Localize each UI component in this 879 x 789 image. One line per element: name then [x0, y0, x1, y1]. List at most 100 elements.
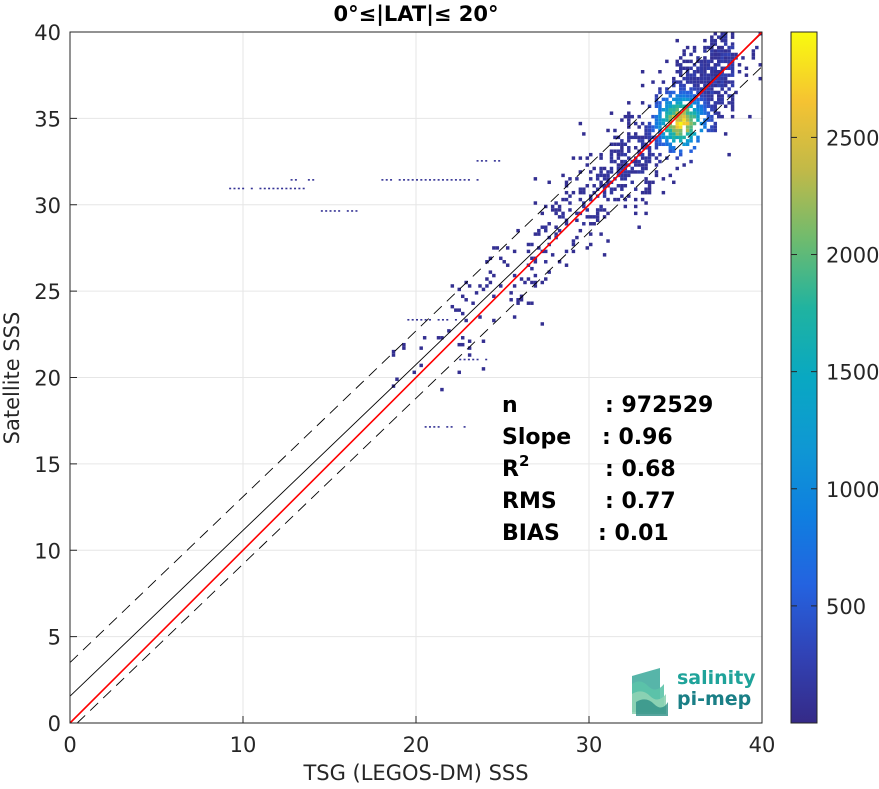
density-cell: [692, 80, 697, 84]
density-cell: [637, 170, 641, 174]
density-cell: [627, 170, 631, 174]
outlier-cell: [450, 426, 453, 428]
density-cell: [485, 277, 489, 281]
colorbar-tick-label: 2000: [826, 244, 879, 268]
density-cell: [623, 204, 628, 209]
density-cell: [703, 38, 707, 43]
identity-line: [69, 31, 763, 724]
density-cell: [720, 101, 724, 105]
density-cell: [557, 260, 562, 264]
outlier-cell: [416, 318, 418, 321]
density-cell: [706, 59, 711, 64]
density-cell: [589, 152, 593, 157]
density-cell: [640, 163, 645, 167]
density-cell: [699, 80, 704, 84]
outlier-cell: [385, 179, 388, 181]
density-cell: [723, 35, 728, 39]
density-cell: [654, 101, 659, 105]
density-cell: [696, 87, 700, 91]
density-cell: [699, 94, 704, 98]
density-cell: [689, 80, 693, 84]
density-cell: [627, 101, 631, 105]
density-cell: [661, 97, 666, 102]
density-cell: [402, 342, 406, 347]
density-cell: [696, 104, 700, 109]
density-cell: [689, 87, 693, 91]
density-cell: [599, 166, 603, 171]
density-cell: [419, 346, 423, 350]
density-cell: [613, 149, 617, 153]
density-cell: [706, 97, 711, 102]
colorbar-tick-label: 1000: [826, 478, 879, 502]
x-tick-label: 20: [403, 733, 430, 757]
density-cell: [675, 121, 679, 126]
density-cell: [620, 177, 624, 181]
density-cell: [592, 222, 596, 226]
outlier-cell: [338, 210, 341, 212]
density-cell: [658, 139, 662, 143]
density-cell: [730, 104, 735, 109]
y-tick-label: 35: [34, 107, 61, 131]
density-cell: [661, 177, 666, 181]
density-cell: [544, 249, 548, 254]
density-cell: [533, 273, 538, 278]
density-cell: [582, 201, 586, 205]
outlier-cell: [272, 187, 275, 190]
outlier-cell: [298, 187, 301, 190]
density-cell: [644, 201, 648, 205]
density-cell: [620, 163, 624, 167]
density-cell: [717, 80, 721, 84]
x-tick-label: 30: [576, 733, 603, 757]
density-cell: [675, 80, 679, 84]
density-cell: [689, 114, 693, 119]
density-cell: [589, 170, 593, 174]
outlier-cell: [289, 187, 292, 190]
density-cell: [509, 291, 513, 295]
density-cell: [554, 201, 558, 205]
density-cell: [685, 80, 690, 84]
density-cell: [689, 66, 693, 71]
density-cell: [661, 142, 666, 147]
density-cell: [696, 59, 700, 64]
density-cell: [654, 139, 659, 143]
density-cell: [464, 298, 468, 302]
density-cell: [512, 284, 517, 288]
density-cell: [637, 225, 641, 229]
density-cell: [678, 121, 683, 126]
density-cell: [675, 128, 679, 133]
outlier-cell: [493, 160, 496, 162]
density-cell: [675, 108, 679, 112]
density-cell: [460, 311, 465, 316]
outlier-cell: [229, 187, 232, 190]
density-cell: [706, 101, 711, 105]
density-cell: [654, 146, 659, 150]
density-cell: [512, 273, 517, 278]
density-cell: [730, 42, 735, 46]
density-cell: [706, 45, 711, 50]
density-cell: [533, 232, 538, 236]
y-tick-label: 0: [48, 712, 61, 736]
density-cell: [595, 187, 600, 191]
density-cell: [582, 204, 586, 209]
density-cell: [599, 208, 603, 212]
outlier-cell: [407, 179, 410, 181]
density-cell: [696, 101, 700, 105]
density-cell: [682, 52, 686, 57]
density-cell: [682, 163, 686, 167]
density-cell: [678, 118, 683, 122]
density-cell: [620, 146, 624, 150]
density-cell: [537, 246, 541, 250]
density-cell: [703, 56, 707, 60]
density-cell: [564, 249, 569, 254]
density-cell: [744, 66, 749, 71]
density-cell: [582, 190, 586, 195]
density-cell: [647, 104, 652, 109]
stat-label: BIAS: [502, 521, 560, 546]
density-cell: [647, 146, 652, 150]
density-cell: [654, 118, 659, 122]
density-cell: [685, 139, 690, 143]
density-cell: [730, 45, 735, 50]
density-cell: [571, 249, 576, 254]
density-cell: [609, 156, 614, 160]
density-cell: [723, 42, 728, 46]
